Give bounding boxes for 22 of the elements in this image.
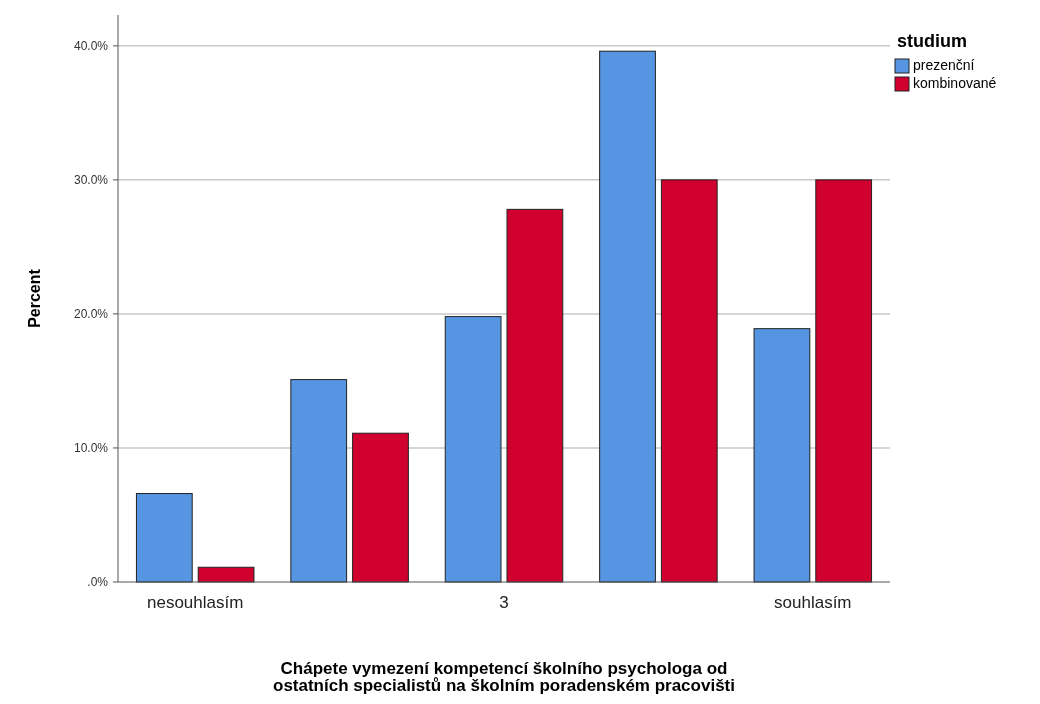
y-tick-label: 20.0% <box>73 307 109 322</box>
bar <box>660 179 718 583</box>
y-axis-title: Percent <box>26 268 43 328</box>
legend-label: kombinované <box>913 75 997 91</box>
x-tick-label: 3 <box>499 593 509 612</box>
legend-title: studium <box>897 31 967 51</box>
bar <box>506 208 564 583</box>
x-tick-label: nesouhlasím <box>147 593 244 612</box>
bar <box>599 50 656 583</box>
y-tick-label: 40.0% <box>73 39 109 54</box>
bar <box>352 432 409 583</box>
bar <box>444 316 502 583</box>
bar <box>753 328 811 583</box>
y-tick-label: 10.0% <box>73 441 109 456</box>
bar <box>135 493 193 583</box>
bar <box>815 179 873 583</box>
bar <box>290 379 348 583</box>
y-tick-label: 30.0% <box>73 173 109 188</box>
legend-label: prezenční <box>913 57 975 73</box>
y-tick-label: .0% <box>87 575 109 590</box>
x-axis-title: Chápete vymezení kompetencí školního psychologa od ostatních specialistů na školním poradenském pracovišti <box>273 659 735 695</box>
x-tick-label: souhlasím <box>774 593 852 612</box>
